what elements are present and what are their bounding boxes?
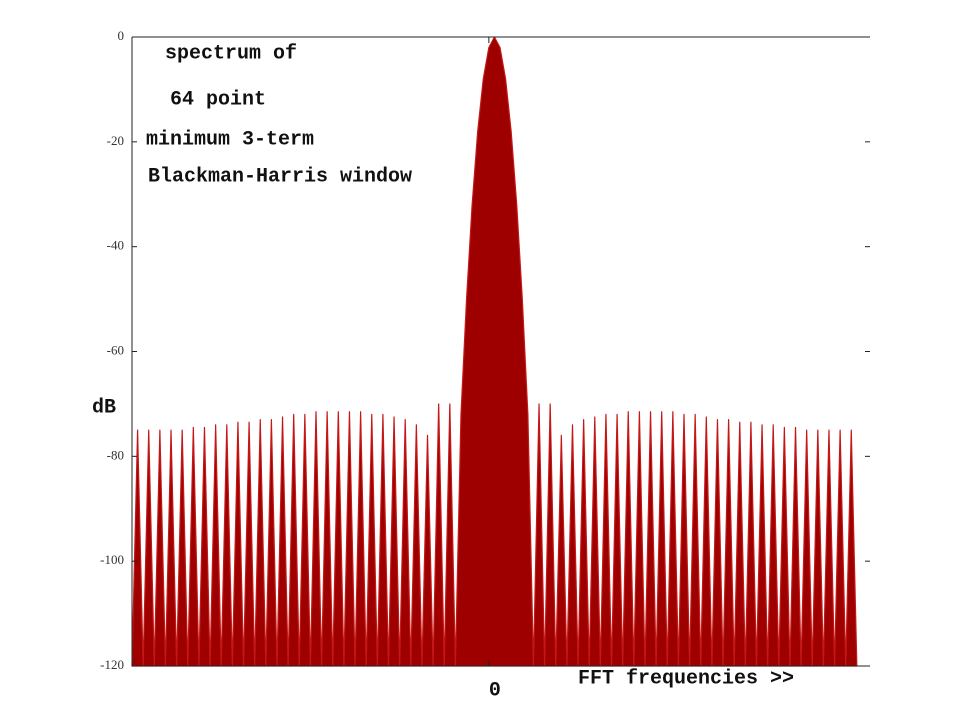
y-tick-label: 0 (118, 28, 125, 43)
y-tick-label: -20 (107, 133, 124, 148)
annotation: 64 point (170, 88, 266, 111)
y-axis-label: dB (92, 396, 116, 419)
y-tick-label: -60 (107, 342, 124, 357)
y-tick-label: -100 (100, 552, 124, 567)
y-tick-label: -80 (107, 447, 124, 462)
y-tick-label: -40 (107, 238, 124, 253)
annotation: Blackman-Harris window (148, 165, 412, 188)
x-axis-label: FFT frequencies >> (578, 667, 794, 690)
y-tick-label: -120 (100, 657, 124, 672)
annotation: spectrum of (165, 42, 297, 65)
annotation: minimum 3-term (146, 128, 314, 151)
x-tick-label: 0 (489, 679, 501, 702)
